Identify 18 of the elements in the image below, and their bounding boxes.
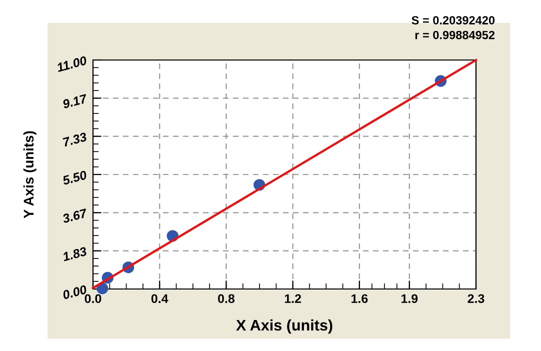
text: r = 0.99884952 (415, 30, 495, 40)
x-axis-title: X Axis (units) (236, 319, 332, 334)
x-tick-label: 0.4 (151, 294, 168, 304)
y-tick-label: 1.83 (62, 246, 88, 262)
y-tick-label: 9.17 (62, 94, 88, 109)
x-tick-label: 1.6 (352, 294, 368, 304)
x-tick-label: 0.8 (218, 294, 235, 304)
x-tick-label: 0.0 (84, 294, 102, 304)
point (96, 282, 108, 294)
text: S = 0.20392420 (412, 16, 495, 24)
y-tick-label: 7.33 (62, 132, 88, 147)
y-tick-label: 3.67 (62, 208, 88, 224)
y-axis-title: Y Axis (units) (23, 131, 36, 218)
x-tick-label: 2.3 (468, 294, 484, 304)
y-tick-label: 11.00 (56, 56, 88, 72)
y-tick-label: 5.50 (62, 170, 88, 186)
x-tick-label: 1.2 (284, 294, 302, 303)
x-tick-label: 1.9 (401, 294, 418, 304)
